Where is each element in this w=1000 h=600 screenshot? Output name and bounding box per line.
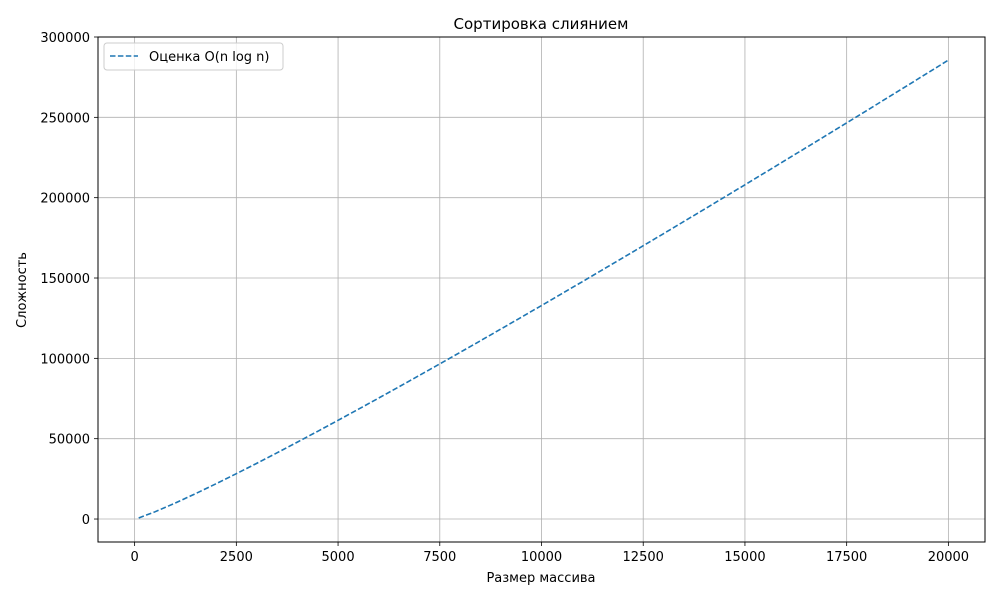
series-layer	[138, 59, 949, 519]
x-tick-label: 15000	[724, 550, 765, 565]
series-line	[138, 59, 949, 519]
y-tick-label: 250000	[40, 111, 90, 126]
y-tick-label: 0	[82, 513, 90, 528]
x-tick-label: 12500	[623, 550, 664, 565]
x-tick-label: 10000	[521, 550, 562, 565]
x-tick-label: 20000	[928, 550, 969, 565]
x-axis-label: Размер массива	[486, 571, 595, 586]
ticks: 0 2500 5000 7500 10000 12500 15000 17500 2000005…	[40, 31, 969, 565]
x-tick-label: 17500	[826, 550, 867, 565]
y-tick-label: 200000	[40, 192, 90, 207]
legend: Оценка O(n log n)	[103, 42, 284, 71]
chart-title: Сортировка слиянием	[454, 15, 629, 33]
x-tick-label: 2500	[220, 550, 253, 565]
x-tick-label: 0	[130, 550, 138, 565]
grid	[98, 36, 985, 542]
x-tick-label: 5000	[322, 550, 355, 565]
x-tick-label: 7500	[423, 550, 456, 565]
y-tick-label: 100000	[40, 352, 90, 367]
legend-entry-label: Оценка O(n log n)	[149, 50, 269, 65]
legend-box	[103, 42, 284, 71]
y-tick-label: 50000	[49, 433, 90, 448]
y-tick-label: 300000	[40, 31, 90, 46]
y-tick-label: 150000	[40, 272, 90, 287]
y-axis-label: Сложность	[15, 252, 30, 328]
